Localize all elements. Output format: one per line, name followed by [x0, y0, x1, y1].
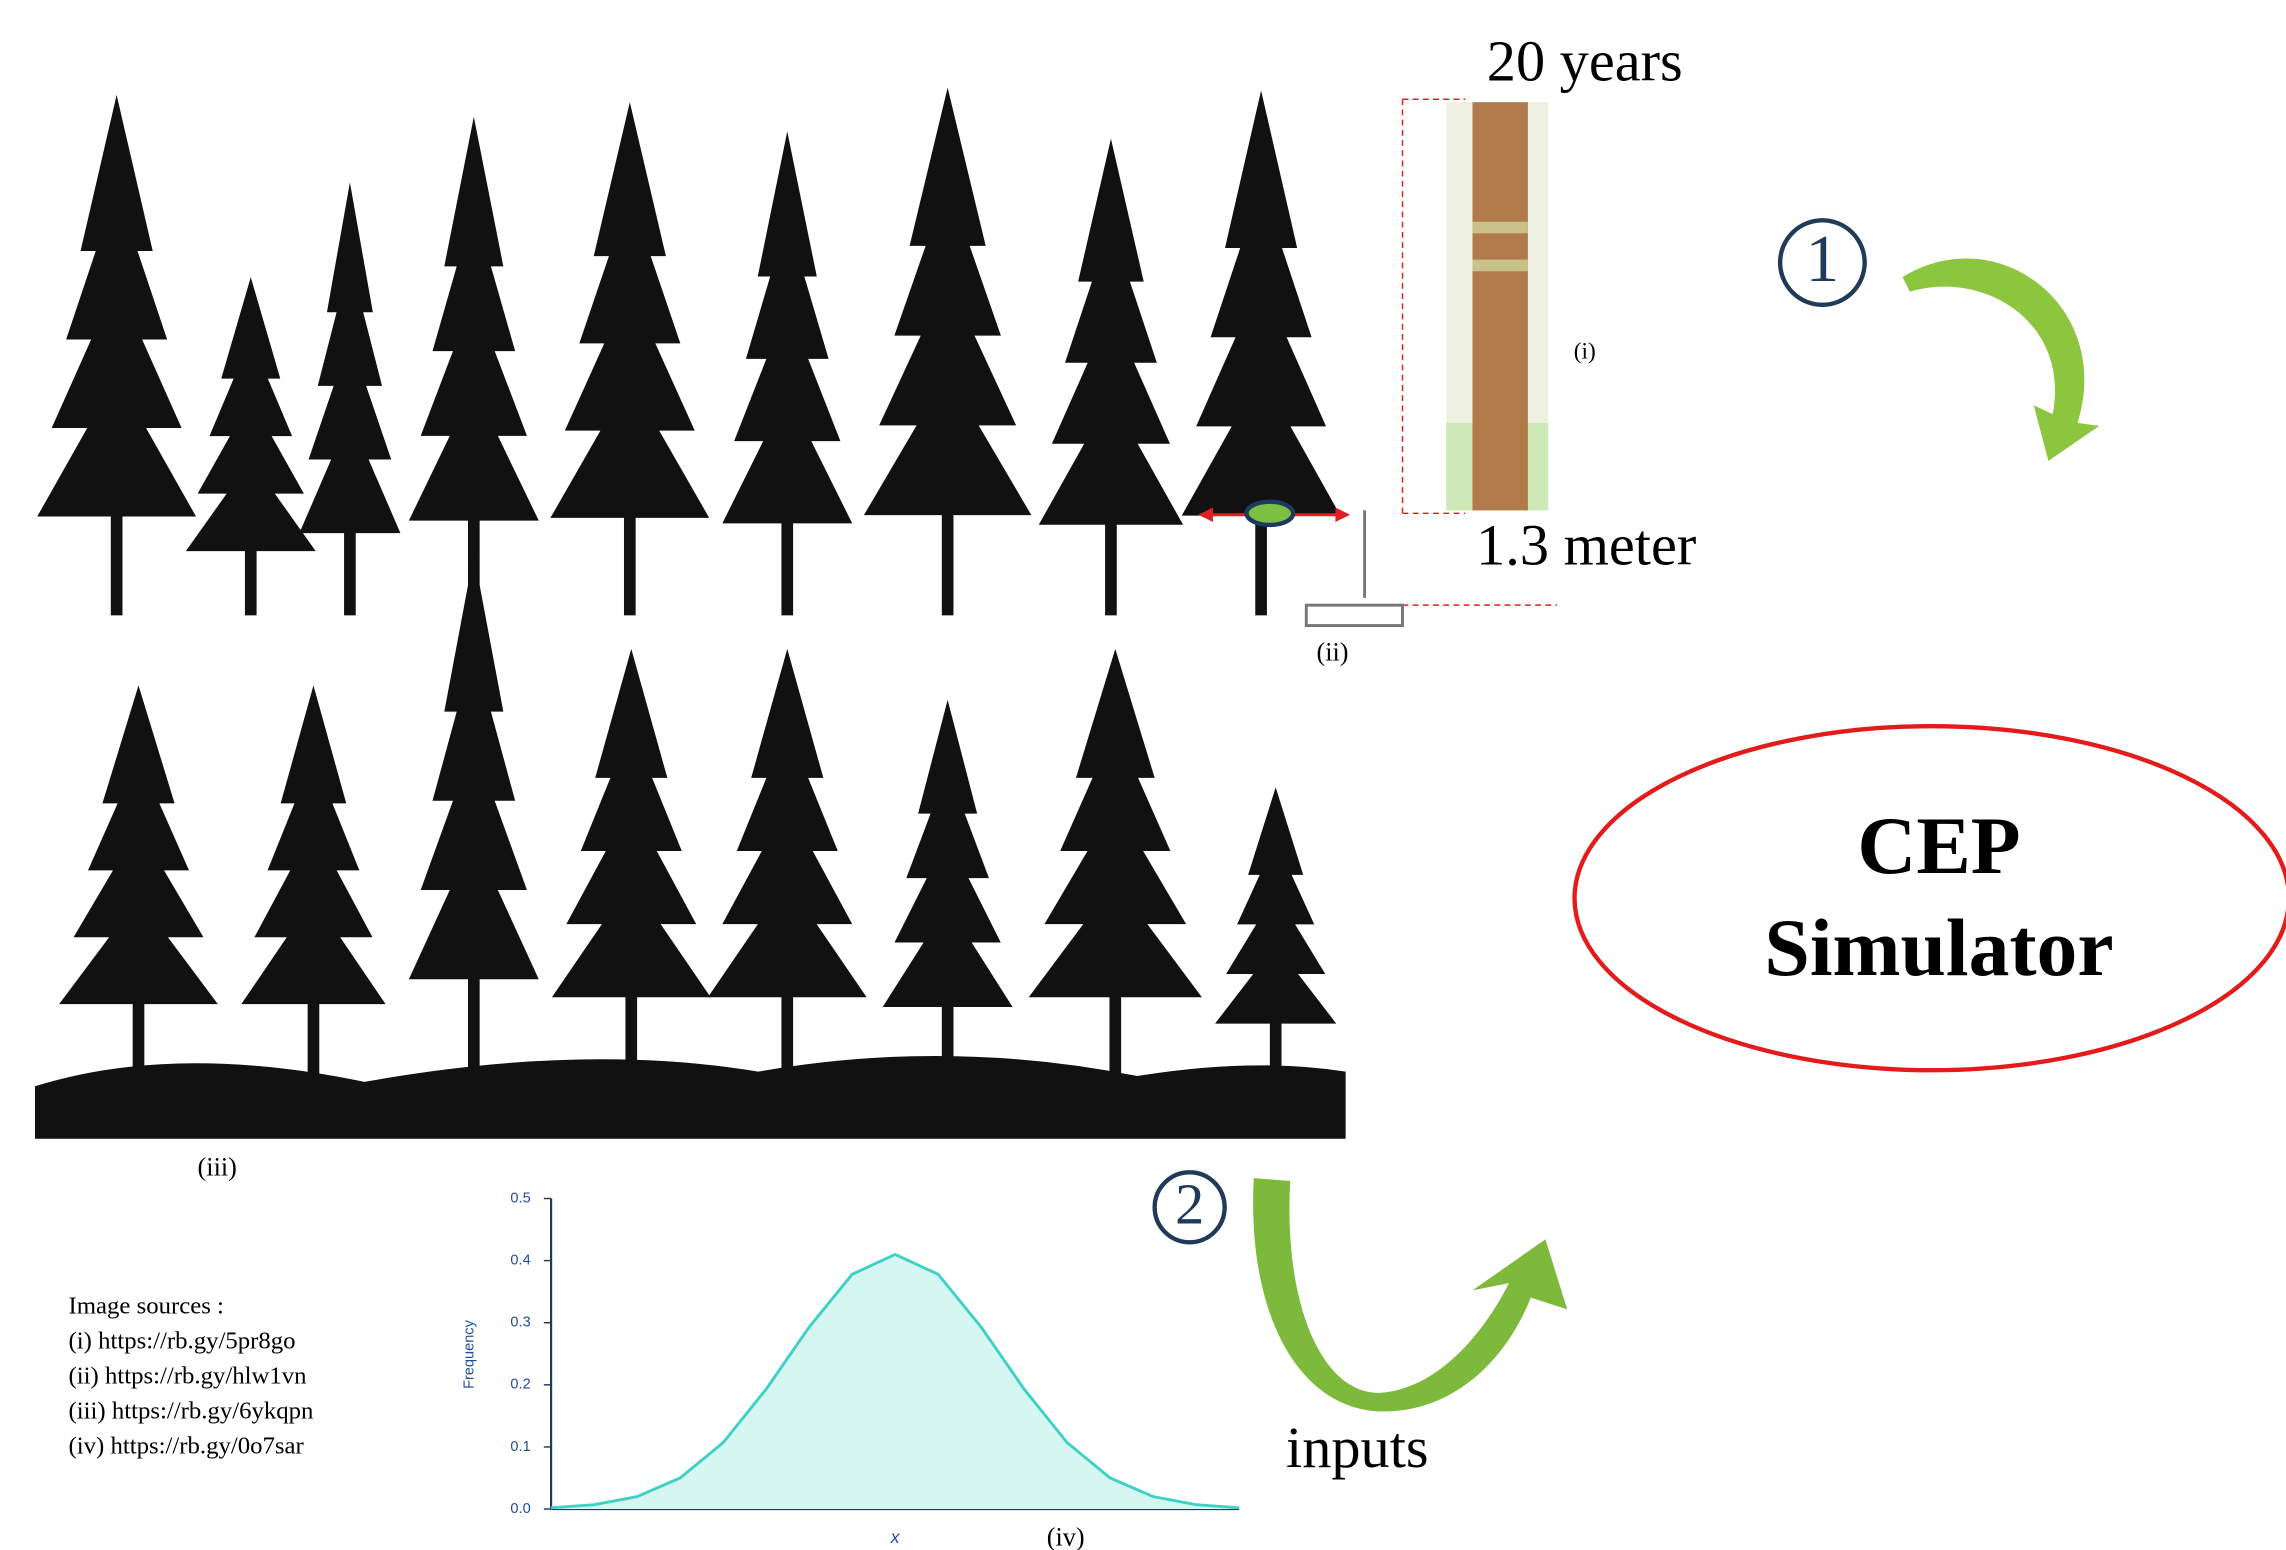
tree-trunk	[245, 514, 257, 615]
image-label: (iv)	[1047, 1523, 1085, 1550]
simulator-ellipse	[1575, 726, 2286, 1070]
tree-trunk	[624, 461, 636, 615]
tree	[1215, 787, 1336, 1023]
area-fill	[551, 1254, 1239, 1509]
tree	[552, 649, 711, 997]
y-tick-label: 0.2	[510, 1377, 530, 1393]
tree-silhouettes	[35, 88, 1346, 1139]
y-tick-label: 0.1	[510, 1439, 530, 1455]
ground	[35, 1056, 1346, 1139]
height-label: 1.3 meter	[1476, 513, 1696, 578]
y-tick-label: 0.4	[510, 1252, 530, 1268]
tree	[241, 685, 385, 1004]
source-item: (i) https://rb.gy/5pr8go	[69, 1328, 296, 1355]
sources-list: (i) https://rb.gy/5pr8go (ii) https://rb.…	[69, 1328, 315, 1460]
tree-trunk	[344, 485, 356, 615]
tape	[1472, 222, 1527, 234]
source-item: (iii) https://rb.gy/6ykqpn	[69, 1398, 315, 1425]
y-axis-label: Frequency	[461, 1319, 477, 1389]
y-tick-label: 0.5	[510, 1190, 530, 1206]
arrow	[1253, 1178, 1567, 1411]
tree-trunk	[1109, 950, 1121, 1079]
tree-trunk	[468, 922, 480, 1079]
tree	[883, 700, 1013, 1007]
trunk-photo	[1472, 102, 1527, 510]
image-label: (iii)	[198, 1152, 237, 1181]
image-label: (i)	[1574, 338, 1596, 364]
inputs-label: inputs	[1286, 1415, 1429, 1480]
simulator-label: CEP	[1857, 800, 2020, 891]
tree-trunk	[1255, 458, 1267, 615]
tree	[37, 95, 196, 517]
tree-trunk	[781, 470, 793, 615]
simulator-label: Simulator	[1764, 902, 2113, 993]
tree	[864, 88, 1031, 515]
arrow-head	[1335, 507, 1350, 522]
tape	[1472, 260, 1527, 272]
tree-trunk	[111, 459, 123, 615]
tree-trunk	[133, 961, 145, 1079]
tree	[1182, 91, 1341, 516]
diagram: 20 years 1.3 meter (i) (ii) (iii) (iv) 1…	[0, 0, 2286, 1550]
diameter-marker	[1247, 502, 1294, 525]
y-tick-label: 0.3	[510, 1315, 530, 1331]
tree-trunk	[1105, 472, 1117, 615]
years-label: 20 years	[1487, 29, 1683, 94]
tree-trunk	[308, 961, 320, 1079]
source-item: (iv) https://rb.gy/0o7sar	[69, 1433, 305, 1460]
tree-trunk	[942, 457, 954, 615]
tree	[59, 685, 218, 1004]
tree	[1039, 139, 1183, 525]
frequency-chart: Frequency x 0.0 0.1 0.2 0.3 0.4 0.5	[461, 1190, 1239, 1546]
tree	[299, 182, 400, 533]
tree	[1029, 649, 1202, 997]
image-label: (ii)	[1316, 638, 1348, 667]
step-number: 2	[1175, 1172, 1204, 1237]
arrow	[1903, 259, 2100, 461]
tree	[708, 649, 867, 997]
tree	[186, 277, 316, 551]
tree	[722, 131, 852, 523]
sources-title: Image sources :	[69, 1293, 224, 1320]
source-item: (ii) https://rb.gy/hlw1vn	[69, 1363, 308, 1390]
tree-trunk	[781, 950, 793, 1079]
x-axis-label: x	[890, 1527, 901, 1547]
tree	[550, 102, 709, 518]
tree	[409, 117, 539, 521]
tree	[409, 554, 539, 979]
step-number: 1	[1806, 221, 1840, 296]
y-tick-label: 0.0	[510, 1501, 530, 1517]
height-icon	[1306, 605, 1402, 625]
